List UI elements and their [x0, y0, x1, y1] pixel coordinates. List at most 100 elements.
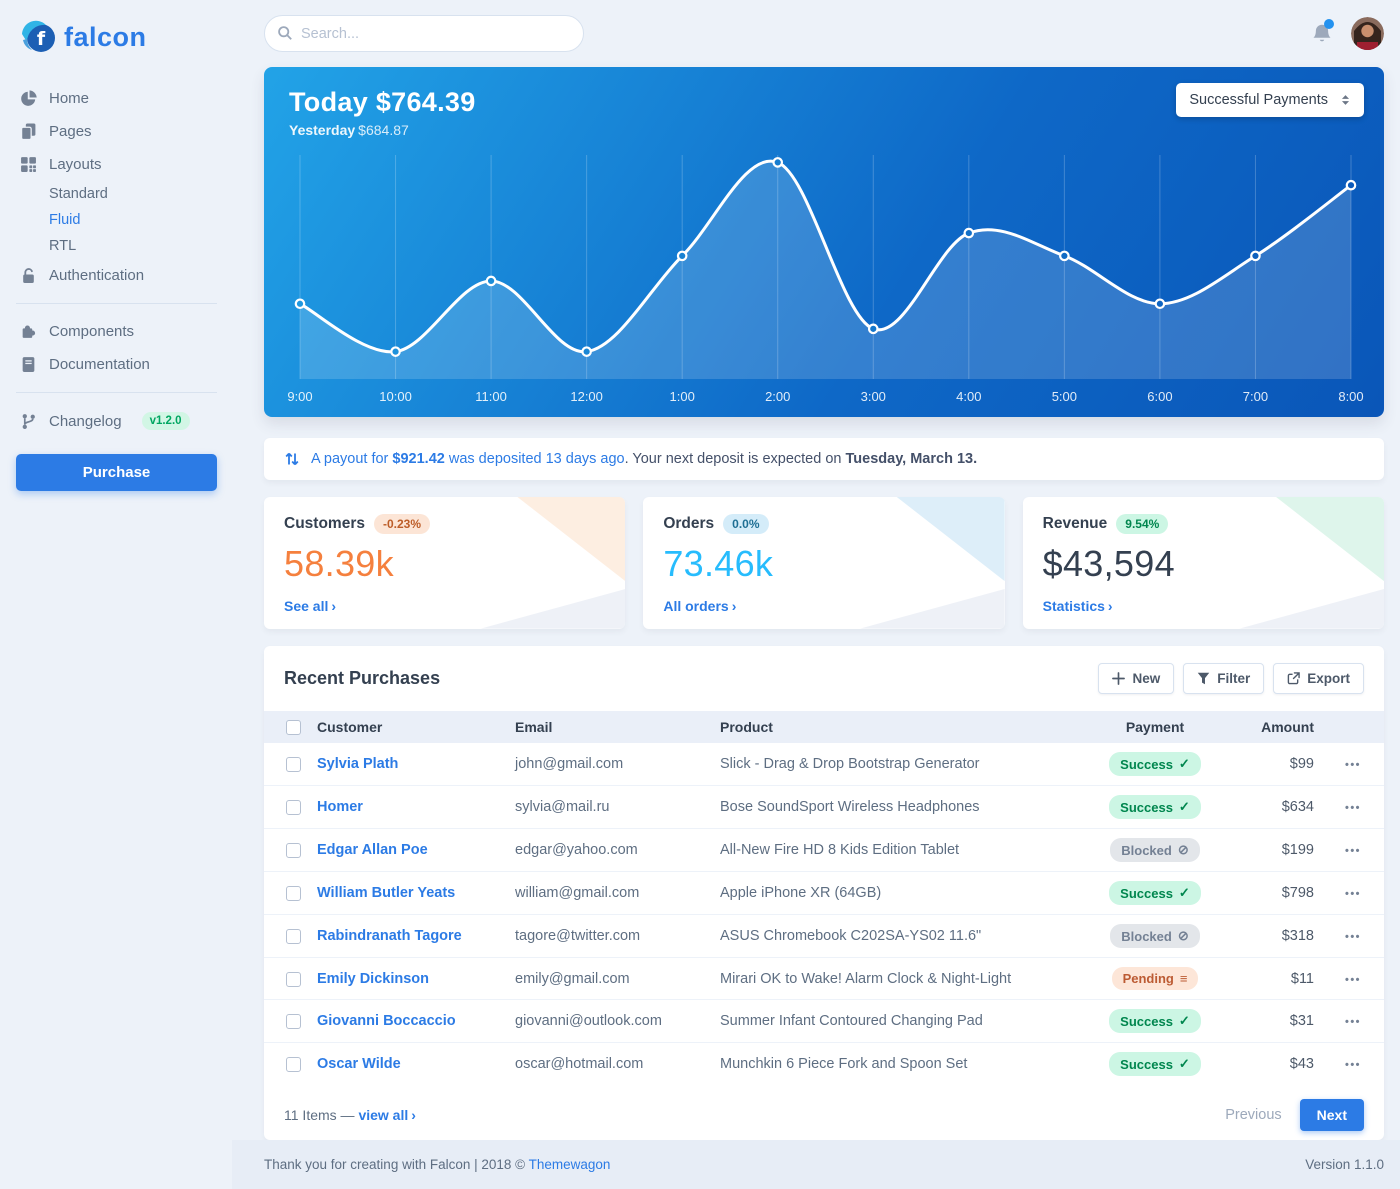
- column-header-customer[interactable]: Customer: [317, 718, 383, 735]
- user-avatar[interactable]: [1351, 17, 1384, 51]
- svg-text:8:00: 8:00: [1338, 389, 1363, 404]
- table-row: Oscar Wilde oscar@hotmail.com Munchkin 6 P…: [264, 1042, 1384, 1086]
- themewagon-link[interactable]: Themewagon: [528, 1157, 611, 1172]
- sidebar-item-authentication[interactable]: Authentication: [16, 259, 217, 292]
- amount-cell: $634: [1230, 785, 1322, 829]
- customer-link[interactable]: Edgar Allan Poe: [317, 842, 428, 859]
- row-actions-button[interactable]: •••: [1344, 1059, 1362, 1072]
- column-header-amount[interactable]: Amount: [1261, 718, 1314, 735]
- product-cell: All-New Fire HD 8 Kids Edition Tablet: [712, 828, 1080, 872]
- sidebar-item-label: Documentation: [49, 356, 150, 373]
- row-actions-button[interactable]: •••: [1344, 1016, 1362, 1029]
- sidebar-item-documentation[interactable]: Documentation: [16, 348, 217, 381]
- email-cell: john@gmail.com: [515, 756, 624, 773]
- filter-button[interactable]: Filter: [1183, 662, 1265, 694]
- email-cell: emily@gmail.com: [507, 957, 712, 1000]
- sidebar-divider: [16, 303, 217, 304]
- search-input[interactable]: [264, 15, 584, 53]
- all-orders-link[interactable]: All orders ›: [663, 597, 737, 614]
- version-badge: v1.2.0: [141, 412, 190, 430]
- book-icon: [20, 356, 37, 373]
- falcon-logo-icon: f: [18, 18, 56, 56]
- email-cell: edgar@yahoo.com: [507, 828, 712, 872]
- chart-header: Today $764.39 Yesterday $684.87: [289, 87, 476, 138]
- stat-change-badge: -0.23%: [373, 513, 430, 534]
- row-checkbox[interactable]: [286, 800, 301, 816]
- customer-link[interactable]: William Butler Yeats: [317, 885, 456, 902]
- sidebar-item-standard[interactable]: Standard: [49, 186, 108, 202]
- export-icon: [1287, 671, 1301, 685]
- row-checkbox[interactable]: [286, 929, 301, 945]
- svg-text:9:00: 9:00: [287, 389, 312, 404]
- row-actions-button[interactable]: •••: [1344, 888, 1362, 901]
- export-button[interactable]: Export: [1273, 662, 1364, 694]
- product-cell: ASUS Chromebook C202SA-YS02 11.6": [712, 914, 1080, 958]
- next-button[interactable]: Next: [1299, 1099, 1364, 1132]
- new-button[interactable]: New: [1098, 662, 1175, 694]
- orders-card: Orders 0.0% 73.46k All orders ›: [643, 496, 1005, 629]
- email-cell: tagore@twitter.com: [507, 914, 712, 958]
- sidebar-item-components[interactable]: Components: [16, 315, 217, 348]
- search: [264, 15, 584, 53]
- see-all-link[interactable]: See all ›: [284, 597, 337, 614]
- grid-icon: [20, 156, 37, 173]
- sidebar-item-layouts[interactable]: Layouts: [16, 148, 217, 181]
- row-checkbox[interactable]: [286, 886, 301, 902]
- payments-line-chart: 9:00 10:00 11:00 12:00 1:00 2:00 3:00 4:00 5:00 6…: [287, 155, 1364, 404]
- column-header-email[interactable]: Email: [515, 718, 553, 735]
- email-cell: william@gmail.com: [507, 871, 712, 915]
- blocked-icon: ⊘: [1177, 842, 1189, 858]
- customer-link[interactable]: Giovanni Boccaccio: [317, 1013, 456, 1030]
- customer-link[interactable]: Oscar Wilde: [317, 1056, 401, 1073]
- customer-link[interactable]: Sylvia Plath: [317, 756, 399, 773]
- statistics-link[interactable]: Statistics ›: [1042, 597, 1113, 614]
- brand-logo[interactable]: f falcon: [18, 18, 217, 56]
- customer-link[interactable]: Emily Dickinson: [317, 970, 430, 987]
- purchases-title: Recent Purchases: [284, 667, 441, 688]
- version-label: Version 1.1.0: [1305, 1157, 1384, 1172]
- bell-icon[interactable]: [1311, 18, 1334, 46]
- purchases-table: Customer Email Product Payment Amount Sylvia…: [264, 710, 1384, 1086]
- sidebar-item-changelog[interactable]: Changelog v1.2.0: [16, 404, 217, 438]
- previous-button[interactable]: Previous: [1225, 1107, 1282, 1124]
- row-checkbox[interactable]: [286, 757, 301, 773]
- row-checkbox[interactable]: [286, 1057, 301, 1073]
- purchase-button[interactable]: Purchase: [16, 454, 217, 491]
- select-all-checkbox[interactable]: [286, 720, 301, 736]
- sidebar-item-home[interactable]: Home: [16, 82, 217, 115]
- topbar-right: [1311, 17, 1384, 51]
- column-header-product[interactable]: Product: [720, 718, 773, 735]
- payment-type-select[interactable]: Successful Payments: [1176, 83, 1364, 118]
- product-cell: Bose SoundSport Wireless Headphones: [712, 785, 1080, 829]
- column-header-payment[interactable]: Payment: [1125, 718, 1185, 735]
- customer-link[interactable]: Homer: [317, 799, 363, 816]
- search-icon: [277, 25, 293, 41]
- purchases-footer: 11 Items — view all › Previous Next: [264, 1085, 1384, 1140]
- svg-text:12:00: 12:00: [570, 389, 603, 404]
- plus-icon: [1112, 671, 1126, 685]
- row-checkbox[interactable]: [286, 1014, 301, 1030]
- row-checkbox[interactable]: [286, 843, 301, 859]
- sidebar-item-pages[interactable]: Pages: [16, 115, 217, 148]
- row-actions-button[interactable]: •••: [1344, 845, 1362, 858]
- view-all-link[interactable]: view all ›: [358, 1107, 416, 1124]
- payout-link[interactable]: A payout for $921.42 was deposited 13 da…: [311, 450, 625, 467]
- customer-link[interactable]: Rabindranath Tagore: [317, 928, 462, 945]
- sidebar-item-label: Home: [49, 90, 90, 107]
- row-actions-button[interactable]: •••: [1344, 759, 1362, 772]
- sidebar-item-rtl[interactable]: RTL: [49, 238, 77, 254]
- row-actions-button[interactable]: •••: [1344, 802, 1362, 815]
- amount-cell: $318: [1230, 914, 1322, 958]
- table-row: Giovanni Boccaccio giovanni@outlook.com Su…: [264, 999, 1384, 1043]
- row-actions-button[interactable]: •••: [1344, 931, 1362, 944]
- svg-text:3:00: 3:00: [861, 389, 886, 404]
- stat-change-badge: 0.0%: [723, 513, 769, 534]
- amount-cell: $31: [1230, 999, 1322, 1043]
- stat-title: Revenue: [1042, 514, 1108, 532]
- sidebar-item-fluid[interactable]: Fluid: [49, 212, 81, 228]
- payout-alert: A payout for $921.42 was deposited 13 da…: [264, 437, 1384, 480]
- row-actions-button[interactable]: •••: [1344, 973, 1362, 986]
- column-header-actions: [1322, 711, 1384, 744]
- row-checkbox[interactable]: [286, 971, 301, 987]
- table-row: Sylvia Plath john@gmail.com Slick - Drag &…: [264, 743, 1384, 786]
